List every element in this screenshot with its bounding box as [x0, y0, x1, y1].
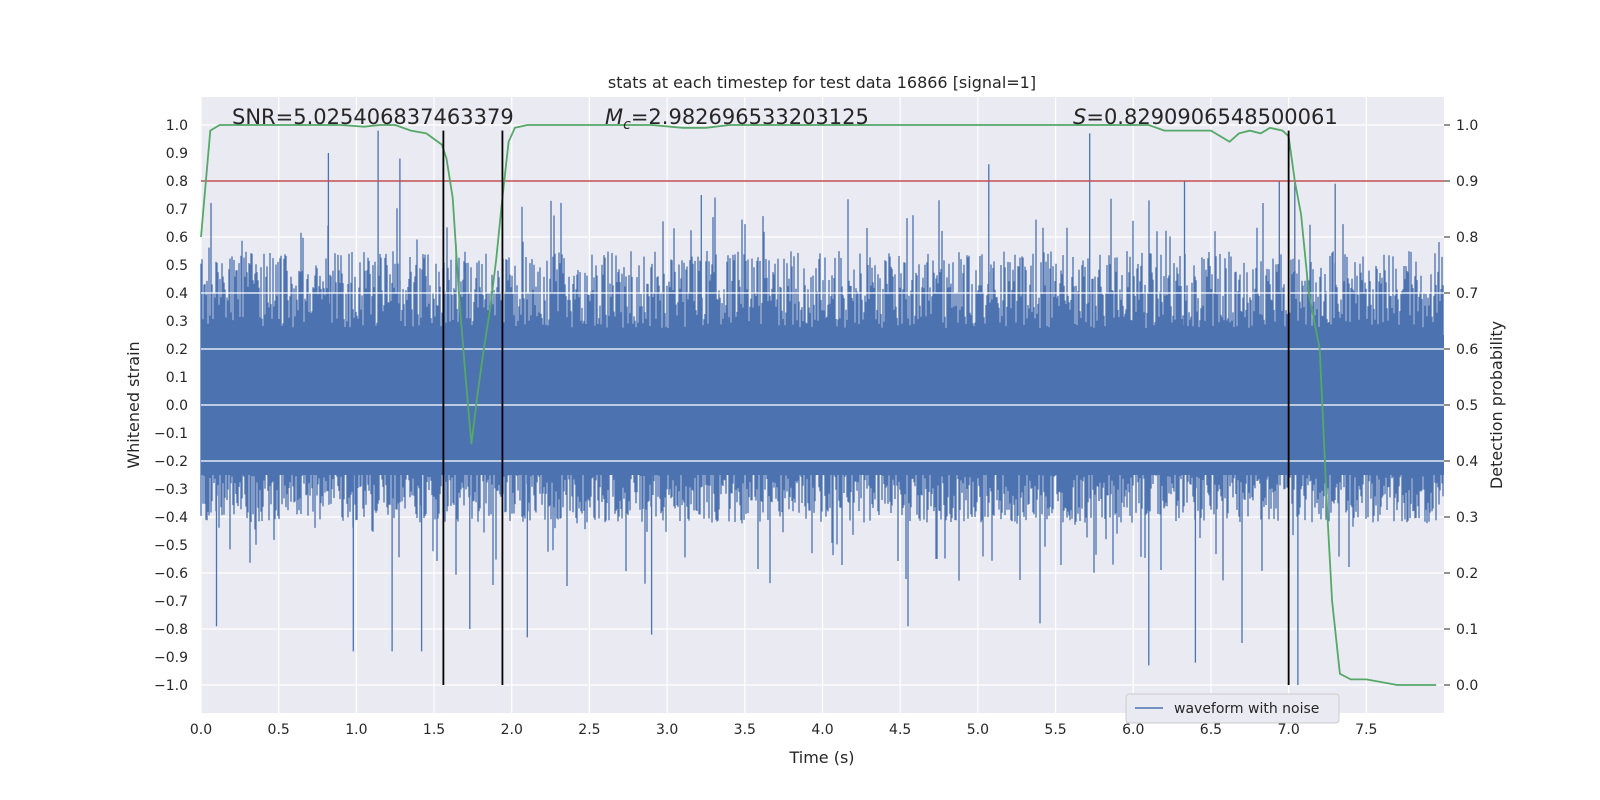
x-tick-label: 5.0 — [967, 722, 989, 738]
x-tick-label: 0.0 — [190, 722, 212, 738]
snr-annotation: SNR=5.025406837463379 — [232, 105, 514, 129]
y-tick-labels: 1.0 0.9 0.8 0.7 0.6 0.5 0.4 0.3 0.2 0.1 0.0 −0.1 −0.… — [154, 118, 188, 694]
y2-tick-labels: 1.0 0.9 0.8 0.7 0.6 0.5 0.4 0.3 0.2 0.1 0.0 — [1444, 118, 1478, 694]
s-value: =0.8290906548500061 — [1086, 105, 1337, 129]
y2-axis-label: Detection probability — [1487, 321, 1506, 489]
y-tick-label: 0.6 — [166, 230, 188, 246]
probability-series — [200, 124, 1444, 686]
chirp-mass-annotation: Mc=2.982696533203125 — [605, 105, 869, 133]
x-tick-label: 3.5 — [734, 722, 756, 738]
y2-tick-label: 0.2 — [1456, 566, 1478, 582]
y2-tick-label: 0.7 — [1456, 286, 1478, 302]
y2-tick-label: 1.0 — [1456, 118, 1478, 134]
y2-tick-label: 0.1 — [1456, 622, 1478, 638]
legend-label: waveform with noise — [1174, 701, 1319, 717]
y-tick-label: −0.2 — [154, 454, 188, 470]
y-tick-label: 0.1 — [166, 370, 188, 386]
y-tick-label: 0.2 — [166, 342, 188, 358]
waveform-series — [200, 130, 1444, 685]
x-tick-label: 6.5 — [1200, 722, 1222, 738]
y-tick-label: 0.5 — [166, 258, 188, 274]
y-tick-label: 0.8 — [166, 174, 188, 190]
mc-symbol: M — [605, 105, 623, 129]
chart-title: stats at each timestep for test data 168… — [608, 73, 1036, 92]
y2-tick-label: 0.8 — [1456, 230, 1478, 246]
y2-tick-label: 0.5 — [1456, 398, 1478, 414]
legend-box — [1125, 693, 1340, 724]
y-tick-label: 1.0 — [166, 118, 188, 134]
mc-value: =2.982696533203125 — [631, 105, 869, 129]
y2-tick-label: 0.0 — [1456, 678, 1478, 694]
x-tick-label: 7.0 — [1277, 722, 1299, 738]
y-tick-label: −0.1 — [154, 426, 188, 442]
y-tick-label: −0.4 — [154, 510, 188, 526]
x-tick-label: 6.0 — [1122, 722, 1144, 738]
y2-tick-label: 0.4 — [1456, 454, 1478, 470]
x-tick-label: 1.0 — [345, 722, 367, 738]
x-tick-label: 0.5 — [268, 722, 290, 738]
y-tick-label: −0.7 — [154, 594, 188, 610]
s-symbol: S — [1073, 105, 1086, 129]
y-tick-label: −0.5 — [154, 538, 188, 554]
legend: waveform with noise — [1125, 693, 1340, 724]
x-tick-label: 1.5 — [423, 722, 445, 738]
y2-tick-label: 0.9 — [1456, 174, 1478, 190]
x-tick-label: 4.0 — [811, 722, 833, 738]
y-tick-label: 0.0 — [166, 398, 188, 414]
y-axis-label: Whitened strain — [124, 341, 143, 468]
x-tick-label: 3.0 — [656, 722, 678, 738]
y-tick-label: −0.6 — [154, 566, 188, 582]
x-tick-label: 4.5 — [889, 722, 911, 738]
x-tick-label: 7.5 — [1355, 722, 1377, 738]
x-tick-label: 2.0 — [501, 722, 523, 738]
y-tick-label: 0.7 — [166, 202, 188, 218]
x-tick-labels: 0.0 0.5 1.0 1.5 2.0 2.5 3.0 3.5 4.0 4.5 5.0 5.5 6.0 6… — [190, 722, 1378, 738]
x-tick-label: 5.5 — [1044, 722, 1066, 738]
y-tick-label: −1.0 — [154, 678, 188, 694]
x-axis-label: Time (s) — [788, 748, 854, 767]
s-annotation: S=0.8290906548500061 — [1073, 105, 1338, 129]
y2-tick-label: 0.3 — [1456, 510, 1478, 526]
y-tick-label: 0.9 — [166, 146, 188, 162]
y-tick-label: 0.3 — [166, 314, 188, 330]
y2-tick-label: 0.6 — [1456, 342, 1478, 358]
y-tick-label: 0.4 — [166, 286, 188, 302]
y-tick-label: −0.9 — [154, 650, 188, 666]
vertical-markers — [442, 130, 1290, 685]
x-tick-label: 2.5 — [578, 722, 600, 738]
probability-line — [200, 124, 1437, 686]
mc-subscript: c — [623, 117, 631, 133]
y-tick-label: −0.3 — [154, 482, 188, 498]
y-tick-label: −0.8 — [154, 622, 188, 638]
